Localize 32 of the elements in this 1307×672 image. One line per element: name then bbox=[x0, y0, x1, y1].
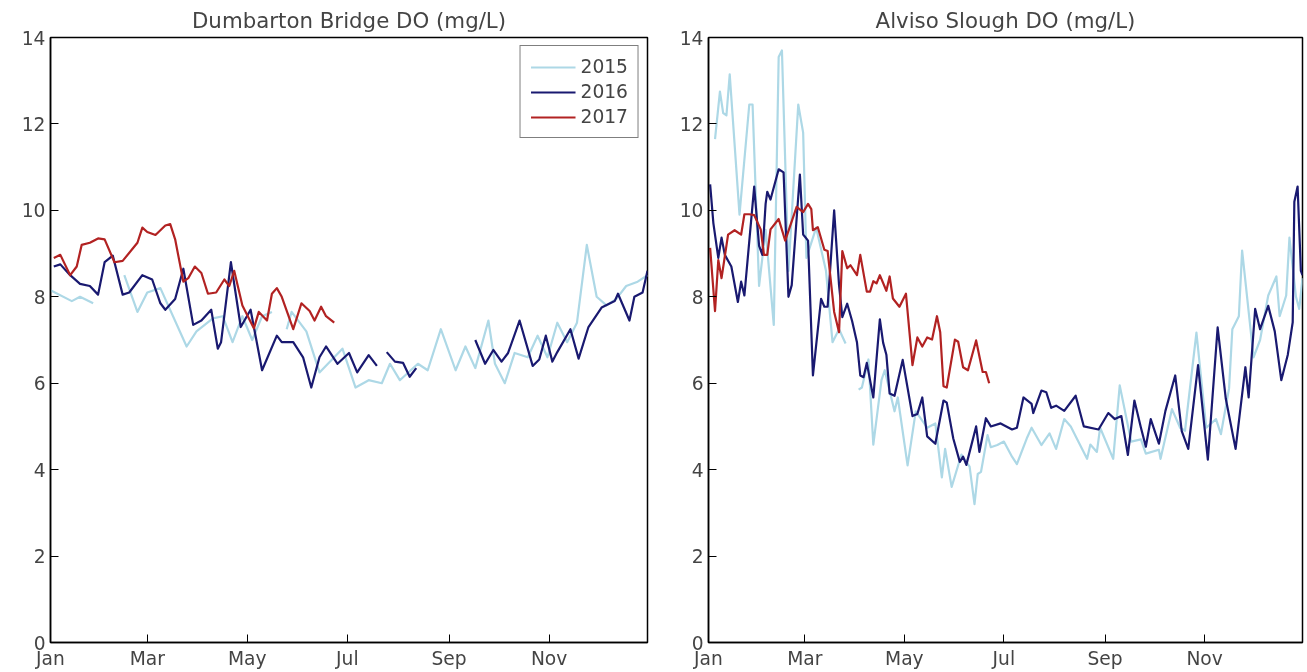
y-tick-label: 12 bbox=[21, 113, 46, 135]
x-tick-label: May bbox=[228, 647, 267, 669]
y-tick-label: 4 bbox=[691, 459, 704, 481]
chart-title: Alviso Slough DO (mg/L) bbox=[875, 7, 1136, 33]
y-tick-label: 10 bbox=[21, 200, 46, 222]
y-tick-label: 10 bbox=[679, 200, 704, 222]
x-tick-label: Sep bbox=[1087, 647, 1123, 669]
x-tick-label: Mar bbox=[787, 647, 823, 669]
y-tick-label: 4 bbox=[33, 459, 46, 481]
line-series bbox=[709, 202, 991, 389]
line-series bbox=[52, 223, 336, 331]
y-tick-label: 8 bbox=[691, 286, 704, 308]
y-tick-label: 2 bbox=[691, 546, 704, 568]
x-tick-label: Jul bbox=[335, 647, 359, 669]
legend-label: 2015 bbox=[580, 56, 628, 77]
x-tick-label: Nov bbox=[530, 647, 568, 669]
chart-title: Dumbarton Bridge DO (mg/L) bbox=[191, 7, 507, 33]
x-tick-label: Mar bbox=[129, 647, 166, 669]
x-tick-label: May bbox=[885, 647, 924, 669]
y-tick-label: 6 bbox=[33, 373, 46, 395]
y-tick-label: 2 bbox=[33, 546, 46, 568]
y-tick-label: 14 bbox=[679, 27, 704, 49]
y-tick-label: 6 bbox=[691, 373, 704, 395]
legend-label: 2017 bbox=[580, 106, 628, 127]
y-tick-label: 14 bbox=[21, 27, 46, 49]
y-tick-label: 12 bbox=[679, 113, 704, 135]
legend-label: 2016 bbox=[580, 81, 628, 102]
x-tick-label: Sep bbox=[431, 647, 467, 669]
y-tick-label: 8 bbox=[33, 286, 46, 308]
x-tick-label: Nov bbox=[1186, 647, 1223, 669]
x-tick-label: Jul bbox=[991, 647, 1016, 669]
line-series bbox=[709, 168, 1303, 466]
